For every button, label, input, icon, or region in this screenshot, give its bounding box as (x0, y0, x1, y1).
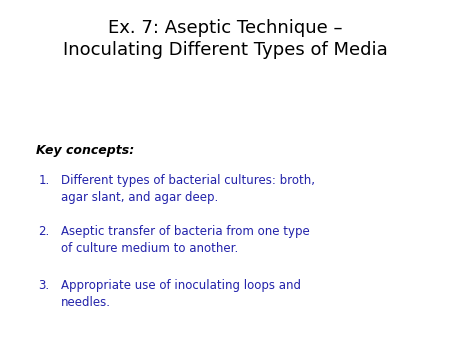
Text: Key concepts:: Key concepts: (36, 144, 134, 156)
Text: 3.: 3. (38, 279, 50, 292)
Text: 2.: 2. (38, 225, 50, 238)
Text: Appropriate use of inoculating loops and
needles.: Appropriate use of inoculating loops and… (61, 279, 301, 309)
Text: Ex. 7: Aseptic Technique –
Inoculating Different Types of Media: Ex. 7: Aseptic Technique – Inoculating D… (63, 19, 387, 59)
Text: Aseptic transfer of bacteria from one type
of culture medium to another.: Aseptic transfer of bacteria from one ty… (61, 225, 310, 255)
Text: Different types of bacterial cultures: broth,
agar slant, and agar deep.: Different types of bacterial cultures: b… (61, 174, 315, 204)
Text: 1.: 1. (38, 174, 50, 187)
